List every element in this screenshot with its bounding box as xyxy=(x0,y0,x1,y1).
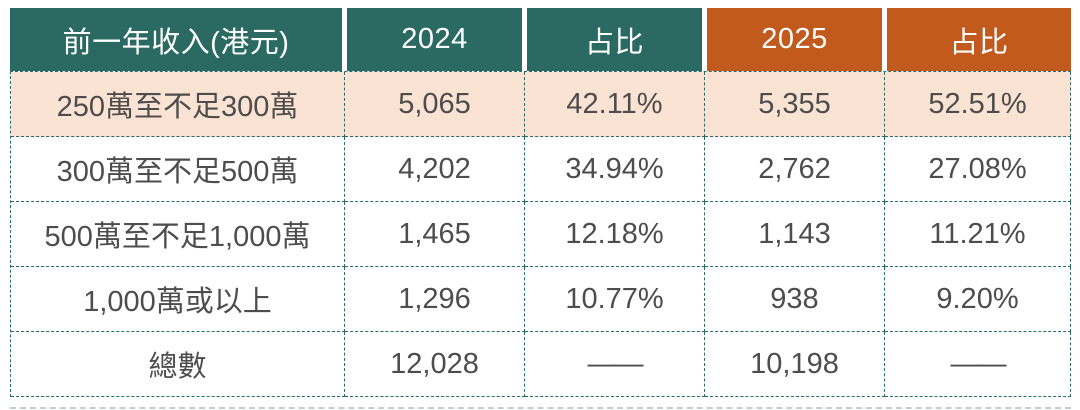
cell-2024-share: 34.94% xyxy=(525,137,705,202)
cell-2024-share-dash: —— xyxy=(525,332,705,397)
cell-2025-share-dash: —— xyxy=(885,332,1071,397)
cell-2024-share: 10.77% xyxy=(525,267,705,332)
table-row-250-300: 250萬至不足300萬 5,065 42.11% 5,355 52.51% xyxy=(11,72,1071,137)
cell-bracket: 300萬至不足500萬 xyxy=(11,137,345,202)
cell-2025-count: 5,355 xyxy=(705,72,885,137)
cell-bracket: 250萬至不足300萬 xyxy=(11,72,345,137)
cell-bracket: 500萬至不足1,000萬 xyxy=(11,202,345,267)
table-row-1000-plus: 1,000萬或以上 1,296 10.77% 938 9.20% xyxy=(11,267,1071,332)
header-cell-2024-share: 占比 xyxy=(527,8,702,71)
cell-2025-count: 10,198 xyxy=(705,332,885,397)
table-header-row: 前一年收入(港元) 2024 占比 2025 占比 xyxy=(10,8,1071,71)
table-row-300-500: 300萬至不足500萬 4,202 34.94% 2,762 27.08% xyxy=(11,137,1071,202)
cell-2025-count: 2,762 xyxy=(705,137,885,202)
cell-2024-count: 1,296 xyxy=(345,267,525,332)
cell-2024-count: 4,202 xyxy=(345,137,525,202)
table-row-total: 總數 12,028 —— 10,198 —— xyxy=(11,332,1071,397)
header-cell-income-bracket: 前一年收入(港元) xyxy=(10,8,342,71)
cell-2025-share: 27.08% xyxy=(885,137,1071,202)
cell-2025-share: 9.20% xyxy=(885,267,1071,332)
cell-2025-share: 52.51% xyxy=(885,72,1071,137)
cell-bracket: 總數 xyxy=(11,332,345,397)
cell-2024-count: 5,065 xyxy=(345,72,525,137)
cell-2025-count: 938 xyxy=(705,267,885,332)
header-cell-2025-share: 占比 xyxy=(887,8,1071,71)
cell-2024-share: 12.18% xyxy=(525,202,705,267)
cell-bracket: 1,000萬或以上 xyxy=(11,267,345,332)
header-cell-2024: 2024 xyxy=(347,8,522,71)
cell-2025-share: 11.21% xyxy=(885,202,1071,267)
clipped-bottom-dashed-line xyxy=(10,407,1071,409)
header-cell-2025: 2025 xyxy=(707,8,882,71)
cell-2024-share: 42.11% xyxy=(525,72,705,137)
table-row-500-1000: 500萬至不足1,000萬 1,465 12.18% 1,143 11.21% xyxy=(11,202,1071,267)
cell-2024-count: 12,028 xyxy=(345,332,525,397)
table-body: 250萬至不足300萬 5,065 42.11% 5,355 52.51% 30… xyxy=(10,71,1071,397)
cell-2024-count: 1,465 xyxy=(345,202,525,267)
cell-2025-count: 1,143 xyxy=(705,202,885,267)
income-distribution-table: 前一年收入(港元) 2024 占比 2025 占比 250萬至不足300萬 5,… xyxy=(10,8,1071,397)
